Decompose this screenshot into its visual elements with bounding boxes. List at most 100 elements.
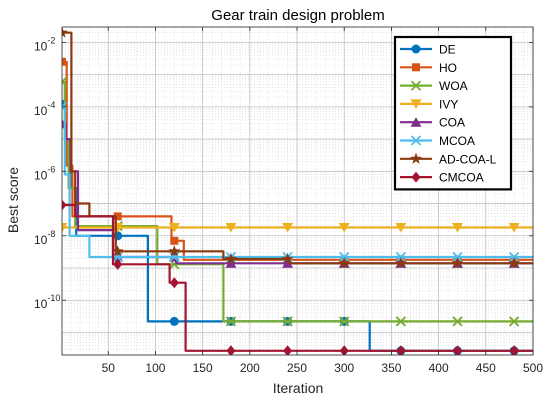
x-tick-label: 350 [381,361,401,375]
series-marker [452,251,463,263]
legend-label: IVY [439,97,458,111]
series-marker [282,223,294,233]
series-marker [62,57,66,66]
series-ad-coa-l [62,27,533,269]
series-marker [508,223,520,233]
series-marker [338,257,351,269]
series-marker [225,223,237,233]
x-tick-label: 200 [240,361,260,375]
y-tick-label: 10-8 [34,229,55,247]
x-tick-label: 450 [476,361,496,375]
legend-box [393,35,513,191]
series-marker [395,251,406,263]
legend-label: COA [439,116,465,130]
series-group [62,27,533,355]
series-marker [339,345,349,355]
x-tick-label: 500 [523,361,543,375]
legend-item: DE [400,43,456,57]
legend-item: WOA [400,79,468,93]
series-marker [62,27,68,38]
legend-item: IVY [400,97,458,111]
legend-marker [410,152,422,164]
legend-marker [411,44,421,54]
series-marker [113,212,122,221]
legend: DE HO WOA IVY COA MCOA AD-COA-L CMCOA [393,35,513,191]
series-marker [451,257,464,269]
series-marker [395,316,406,327]
series-marker [225,316,237,327]
legend-label: CMCOA [439,171,484,185]
series-marker [508,316,520,327]
series-marker [338,223,350,233]
legend-marker [410,80,422,91]
legend-marker [412,63,420,72]
legend-marker [411,171,421,183]
legend-item: CMCOA [400,171,484,185]
series-marker [451,223,463,233]
legend-marker [410,135,422,146]
series-marker [339,316,350,327]
series-marker [62,76,68,87]
series-marker [509,345,519,355]
series-marker [226,345,236,355]
series-marker [169,277,179,289]
series-marker [168,245,181,257]
series-cmcoa [62,199,533,355]
series-marker [281,252,294,265]
x-tick-label: 400 [429,361,449,375]
legend-label: DE [439,43,456,57]
x-tick-label: 250 [287,361,307,375]
legend-item: AD-COA-L [400,152,497,166]
series-marker [508,251,520,263]
series-marker [62,199,67,211]
x-axis-label: Iteration [273,380,324,396]
y-tick-label: 10-6 [34,164,55,182]
series-line [62,203,533,352]
y-tick-label: 10-4 [34,100,55,118]
series-marker [169,251,180,263]
series-marker [62,101,68,112]
legend-marker [410,99,422,109]
y-tick-label: 10-2 [34,35,55,53]
legend-label: WOA [439,79,468,93]
series-marker [396,345,406,355]
series-marker [113,258,123,270]
chart-title: Gear train design problem [211,7,384,24]
series-marker [394,257,407,269]
series-marker [62,223,68,233]
series-marker [225,252,237,265]
series-marker [282,258,294,268]
series-marker [395,223,407,233]
series-marker [169,316,179,326]
legend-label: MCOA [439,134,475,148]
legend-item: COA [400,116,465,130]
y-axis-label: Best score [5,167,21,233]
series-marker [508,257,521,269]
x-tick-label: 50 [102,361,116,375]
series-marker [452,345,462,355]
legend-marker [410,117,422,127]
legend-item: MCOA [400,134,475,148]
axes-box [61,26,534,356]
series-marker [112,251,123,263]
series-line [62,60,533,261]
series-marker [339,251,350,263]
y-tick-label: 10-10 [34,293,60,311]
x-tick-label: 300 [334,361,354,375]
tick-group: 50 100 150 200 250 300 350 400 450 500 10-10 10-8 10… [34,27,543,375]
series-marker [282,316,293,327]
x-tick-label: 150 [193,361,213,375]
series-marker [452,316,463,327]
legend-label: AD-COA-L [439,152,497,166]
series-marker [170,236,179,245]
series-marker [283,345,293,355]
x-tick-label: 100 [145,361,165,375]
legend-item: HO [400,61,457,75]
series-marker [111,245,124,257]
series-marker [225,258,237,268]
series-line [62,105,533,259]
legend-label: HO [439,61,457,75]
series-ivy [62,223,533,233]
